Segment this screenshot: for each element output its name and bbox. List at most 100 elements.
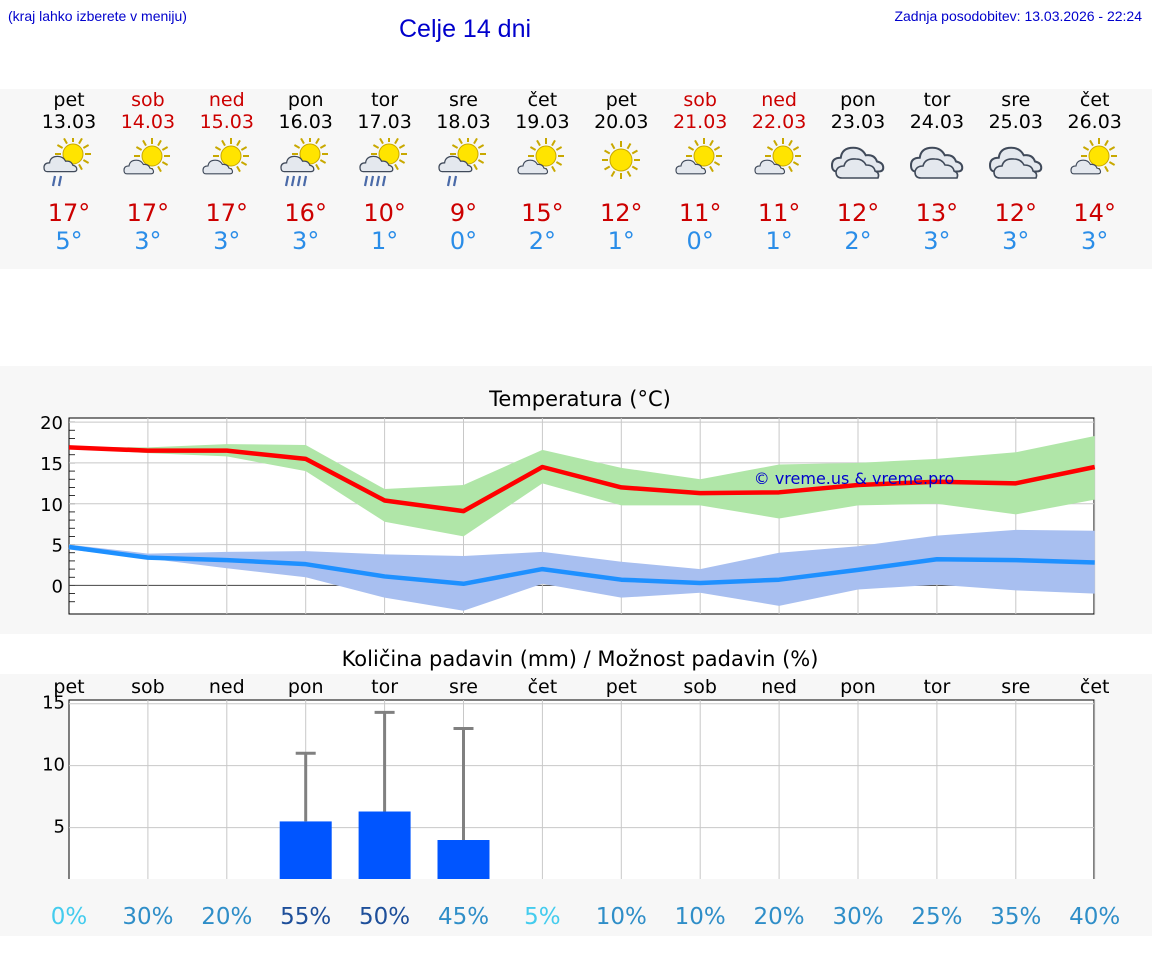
x-tick-label: tor [371, 676, 398, 698]
x-tick-label: sre [449, 676, 478, 698]
precipitation-probability: 35% [990, 904, 1042, 930]
day-name: pon [287, 89, 324, 111]
y-tick-label: 20 [40, 413, 63, 434]
sun-cloud-icon [514, 138, 570, 194]
max-temperature: 17° [205, 199, 249, 227]
max-temperature: 15° [521, 199, 564, 227]
x-tick-label: tor [923, 676, 950, 698]
precipitation-bar [358, 811, 411, 879]
y-tick-label: 5 [52, 536, 63, 557]
day-name: sre [449, 89, 478, 111]
x-tick-label: pon [288, 676, 324, 698]
day-date: 17.03 [357, 111, 412, 133]
day-name: sob [683, 89, 717, 111]
min-temperature-range [69, 529, 1095, 611]
cloud-icon [909, 138, 965, 194]
max-temperature: 17° [47, 199, 91, 227]
precipitation-probability: 55% [280, 904, 332, 930]
max-temperature-line [68, 445, 1096, 514]
forecast-strip [0, 89, 1152, 269]
max-temperature: 9° [449, 199, 478, 227]
temperature-chart: 0 5 10 15 20 © vreme.us & vreme.pro [40, 413, 1096, 615]
day-date: 16.03 [278, 111, 333, 133]
y-tick-label: 0 [52, 576, 63, 597]
sun-cloud-icon [1067, 138, 1123, 194]
y-tick-label: 15 [40, 454, 63, 475]
max-temperature: 12° [836, 199, 880, 227]
y-tick-label: 5 [54, 817, 65, 838]
x-tick-label: pon [840, 676, 876, 698]
x-tick-label: sob [131, 676, 165, 698]
min-temperature: 0° [449, 227, 478, 255]
day-date: 15.03 [199, 111, 254, 133]
day-name: sre [1001, 89, 1031, 111]
day-date: 21.03 [672, 111, 728, 133]
precipitation-probability: 20% [201, 904, 253, 930]
x-tick-label: ned [209, 676, 245, 698]
day-date: 22.03 [751, 111, 807, 133]
min-temperature-line [68, 544, 1095, 587]
min-temperature: 3° [1081, 227, 1109, 255]
precipitation-bar [437, 840, 490, 879]
min-temperature: 3° [213, 227, 241, 255]
precipitation-probability: 30% [122, 904, 174, 930]
y-tick-label: 15 [42, 693, 65, 714]
sun-cloud-heavy-rain-icon [357, 136, 413, 194]
sun-cloud-rain-icon [436, 136, 492, 194]
precipitation-bar [279, 821, 332, 879]
precipitation-probability: 10% [595, 904, 647, 930]
day-name: čet [527, 89, 558, 111]
max-temperature: 14° [1073, 199, 1116, 227]
min-temperature: 3° [1002, 227, 1030, 255]
location-menu-hint[interactable]: (kraj lahko izberete v meniju) [8, 8, 187, 24]
min-temperature: 3° [134, 227, 162, 255]
plot-area [68, 699, 1095, 879]
max-temperature: 11° [757, 199, 801, 227]
x-tick-label: sre [1001, 676, 1030, 698]
day-date: 23.03 [830, 111, 886, 133]
x-tick-label: čet [1080, 676, 1110, 698]
precipitation-probability: 50% [359, 904, 411, 930]
precipitation-probability: 40% [1069, 904, 1121, 930]
day-date: 26.03 [1067, 111, 1122, 133]
min-temperature: 3° [923, 227, 951, 255]
precipitation-chart: 051015petsobnedpontorsrečetpetsobnedpont… [42, 676, 1110, 879]
sun-icon [593, 138, 649, 194]
cloud-icon [830, 138, 886, 194]
x-tick-label: pet [606, 676, 637, 698]
min-temperature: 0° [686, 227, 714, 255]
min-temperature: 5° [55, 227, 83, 255]
min-temperature: 1° [607, 227, 635, 255]
day-date: 13.03 [41, 111, 97, 133]
min-temperature: 3° [292, 227, 320, 255]
x-tick-label: sob [683, 676, 717, 698]
max-temperature: 11° [678, 199, 722, 227]
day-name: tor [923, 89, 951, 111]
sun-cloud-icon [120, 138, 176, 194]
precipitation-probability: 10% [674, 904, 726, 930]
x-tick-label: ned [761, 676, 797, 698]
day-name: čet [1079, 89, 1110, 111]
precipitation-probability: 25% [911, 904, 963, 930]
max-temperature: 12° [994, 199, 1038, 227]
day-name: tor [371, 89, 399, 111]
max-temperature: 17° [126, 199, 170, 227]
last-updated: Zadnja posodobitev: 13.03.2026 - 22:24 [894, 8, 1142, 24]
day-name: pon [840, 89, 876, 111]
watermark: © vreme.us & vreme.pro [754, 469, 955, 488]
precipitation-chart-title: Količina padavin (mm) / Možnost padavin … [341, 647, 819, 671]
precipitation-probability: 45% [437, 904, 490, 930]
min-temperature: 1° [765, 227, 793, 255]
min-temperature: 1° [370, 227, 399, 255]
temperature-chart-title: Temperatura (°C) [489, 387, 671, 411]
day-name: ned [208, 89, 245, 111]
day-name: pet [605, 89, 637, 111]
sun-cloud-rain-icon [41, 136, 97, 194]
day-date: 24.03 [909, 111, 965, 133]
cloud-icon [988, 138, 1044, 194]
day-date: 20.03 [594, 111, 649, 133]
day-name: ned [761, 89, 797, 111]
precipitation-probability: 30% [832, 904, 884, 930]
day-name: pet [53, 89, 85, 111]
max-temperature: 16° [284, 199, 327, 227]
